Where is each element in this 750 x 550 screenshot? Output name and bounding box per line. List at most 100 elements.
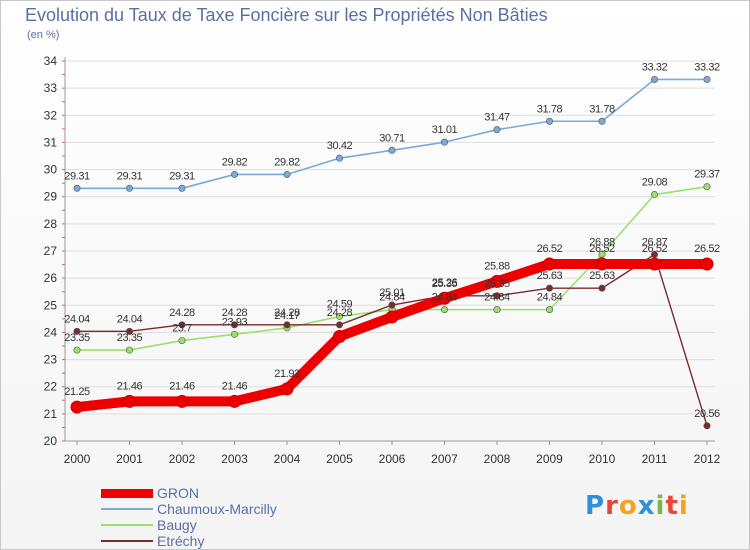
data-label-chaumoux-marcilly-2011: 33.32 [642, 61, 668, 73]
point-chaumoux-marcilly-2010 [598, 117, 606, 125]
y-tick-label-27: 27 [44, 244, 58, 258]
data-label-etrechy-2007: 25.35 [432, 278, 458, 290]
y-tick-label-20: 20 [44, 434, 58, 448]
point-chaumoux-marcilly-2004 [283, 170, 291, 178]
proxiti-logo: Proxiti [585, 491, 689, 521]
data-label-etrechy-2006: 25.01 [379, 287, 405, 299]
point-baugy-2001 [126, 346, 134, 354]
legend-swatch-baugy [101, 524, 153, 526]
data-label-chaumoux-marcilly-2007: 31.01 [432, 124, 458, 136]
data-label-etrechy-2005: 24.28 [327, 307, 353, 319]
point-baugy-2009 [545, 306, 553, 314]
point-baugy-2010 [598, 250, 606, 258]
point-etrechy-2009 [545, 284, 553, 292]
point-baugy-2002 [178, 337, 186, 345]
y-tick-label-31: 31 [44, 135, 58, 149]
y-tick-label-28: 28 [44, 217, 58, 231]
data-label-baugy-2004: 24.17 [274, 310, 300, 322]
data-label-chaumoux-marcilly-2001: 29.31 [117, 170, 143, 182]
data-label-baugy-2010: 26.88 [589, 236, 615, 248]
chart-unit-label: (en %) [27, 29, 60, 41]
point-baugy-2007 [440, 306, 448, 314]
point-chaumoux-marcilly-2012 [703, 75, 711, 83]
point-baugy-2011 [650, 191, 658, 199]
x-tick-label-2008: 2008 [484, 452, 511, 466]
data-label-etrechy-2000: 24.04 [64, 313, 90, 325]
data-label-gron-2012: 26.52 [694, 243, 720, 255]
data-label-chaumoux-marcilly-2012: 33.32 [694, 61, 720, 73]
x-tick-label-2012: 2012 [694, 452, 721, 466]
data-label-chaumoux-marcilly-2009: 31.78 [537, 103, 563, 115]
x-tick-label-2011: 2011 [642, 452, 668, 466]
data-label-chaumoux-marcilly-2006: 30.71 [379, 132, 405, 144]
data-label-baugy-2009: 24.84 [537, 292, 563, 304]
data-label-layer: 29.31 29.31 29.31 29.82 29.82 30.42 30.71 31.01… [64, 61, 720, 419]
logo-letter: x [637, 491, 656, 521]
x-tick-label-2002: 2002 [169, 452, 196, 466]
y-tick-label-26: 26 [44, 271, 58, 285]
y-tick-label-25: 25 [44, 298, 58, 312]
point-chaumoux-marcilly-2000 [73, 184, 81, 192]
logo-letter: t [665, 491, 679, 521]
legend-label-chaumoux-marcilly: Chaumoux-Marcilly [157, 501, 277, 517]
data-label-etrechy-2008: 25.35 [484, 278, 510, 290]
point-chaumoux-marcilly-2009 [545, 117, 553, 125]
logo-letter: r [605, 491, 619, 521]
legend-swatch-gron [101, 489, 153, 498]
grid-layer [65, 60, 715, 442]
data-label-baugy-2000: 23.35 [64, 332, 90, 344]
data-label-baugy-2007: 24.84 [432, 292, 458, 304]
point-baugy-2000 [73, 346, 81, 354]
point-etrechy-2010 [598, 284, 606, 292]
point-gron-2005 [333, 330, 346, 343]
data-label-chaumoux-marcilly-2008: 31.47 [484, 112, 510, 124]
point-gron-2001 [123, 394, 136, 408]
point-etrechy-2012 [703, 422, 711, 430]
y-tick-label-34: 34 [44, 54, 58, 68]
data-label-etrechy-2010: 25.63 [589, 270, 615, 282]
x-tick-label-2000: 2000 [64, 452, 91, 466]
point-etrechy-2004 [283, 321, 291, 329]
data-label-baugy-2005: 24.59 [327, 298, 353, 310]
x-tick-label-2005: 2005 [326, 452, 353, 466]
point-etrechy-2003 [231, 321, 239, 329]
point-chaumoux-marcilly-2003 [231, 170, 239, 178]
legend-label-baugy: Baugy [157, 517, 197, 533]
data-label-baugy-2003: 23.93 [222, 316, 248, 328]
x-tick-label-2007: 2007 [431, 452, 458, 466]
data-label-gron-2002: 21.46 [169, 380, 195, 392]
legend-swatch-chaumoux-marcilly [101, 508, 153, 510]
x-tick-label-2001: 2001 [116, 452, 143, 466]
legend-swatch-etrechy [101, 540, 153, 542]
data-label-baugy-2006: 24.84 [379, 292, 405, 304]
data-label-gron-2010: 26.52 [589, 243, 615, 255]
chart-title: Evolution du Taux de Taxe Foncière sur l… [25, 5, 548, 25]
point-chaumoux-marcilly-2001 [126, 184, 134, 192]
x-tick-label-2009: 2009 [536, 452, 563, 466]
point-gron-2006 [385, 310, 399, 324]
point-etrechy-2001 [126, 327, 134, 335]
data-label-chaumoux-marcilly-2010: 31.78 [589, 103, 615, 115]
series-layer [70, 75, 714, 430]
logo-letter: i [655, 491, 666, 521]
point-baugy-2008 [493, 306, 501, 314]
data-label-chaumoux-marcilly-2002: 29.31 [169, 170, 195, 182]
point-etrechy-2002 [178, 321, 186, 329]
point-gron-2007 [438, 291, 451, 305]
data-label-gron-2004: 21.92 [274, 368, 300, 380]
legend-label-gron: GRON [157, 485, 199, 501]
data-label-gron-2001: 21.46 [117, 380, 143, 392]
point-etrechy-2006 [388, 301, 396, 309]
data-label-etrechy-2004: 24.28 [274, 307, 300, 319]
data-label-etrechy-2002: 24.28 [169, 307, 195, 319]
data-label-chaumoux-marcilly-2000: 29.31 [64, 170, 90, 182]
point-etrechy-2008 [493, 292, 501, 300]
data-label-gron-2011: 26.52 [642, 243, 668, 255]
data-label-baugy-2001: 23.35 [117, 332, 143, 344]
data-label-chaumoux-marcilly-2004: 29.82 [274, 156, 300, 168]
y-tick-label-22: 22 [44, 380, 58, 394]
data-label-baugy-2011: 29.08 [642, 177, 668, 189]
point-chaumoux-marcilly-2002 [178, 184, 186, 192]
